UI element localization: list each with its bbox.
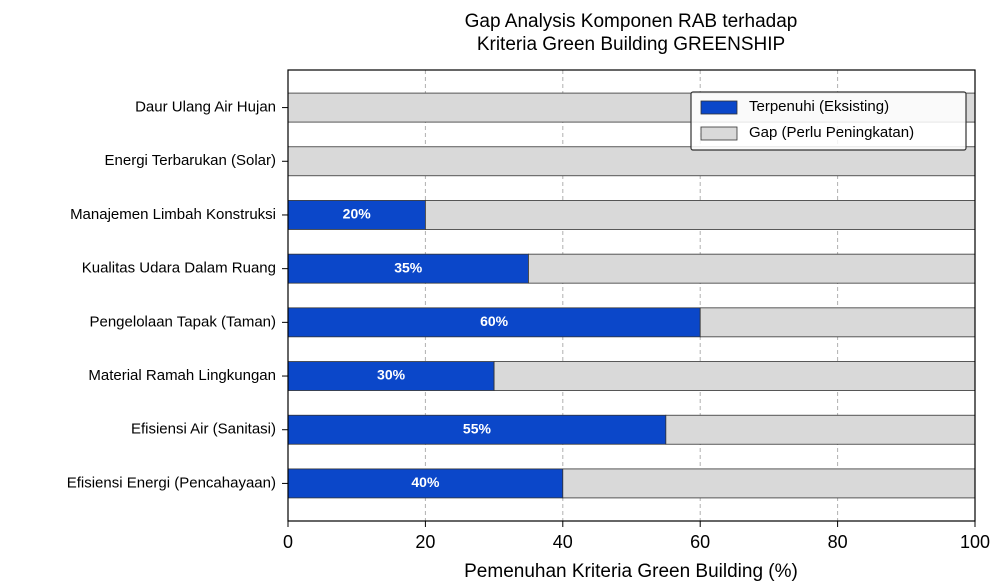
data-label: 35% (394, 259, 423, 275)
x-tick-label: 0 (283, 532, 293, 552)
x-tick-label: 20 (415, 532, 435, 552)
x-axis-label: Pemenuhan Kriteria Green Building (%) (464, 561, 798, 582)
bar (287, 146, 976, 177)
data-label: 20% (343, 206, 372, 222)
y-tick-label: Manajemen Limbah Konstruksi (70, 206, 276, 223)
data-label: 40% (411, 474, 440, 490)
legend: Terpenuhi (Eksisting) Gap (Perlu Peningka… (690, 91, 967, 151)
y-tick-label: Material Ramah Lingkungan (88, 367, 276, 384)
legend-box (690, 91, 967, 151)
y-tick-label: Pengelolaan Tapak (Taman) (89, 313, 276, 330)
bar (287, 307, 701, 338)
y-tick-label: Energi Terbarukan (Solar) (105, 152, 276, 169)
bar (424, 200, 976, 230)
chart-title: Kriteria Green Building GREENSHIP (477, 34, 785, 55)
y-tick-label: Daur Ulang Air Hujan (135, 99, 276, 116)
x-tick-label: 60 (690, 532, 710, 552)
legend-swatch (700, 100, 738, 115)
legend-label: Terpenuhi (Eksisting) (749, 98, 889, 115)
legend-swatch (700, 126, 738, 141)
chart-title: Gap Analysis Komponen RAB terhadap (465, 11, 798, 32)
bar (493, 361, 976, 391)
data-label: 55% (463, 420, 492, 436)
data-label: 30% (377, 367, 406, 383)
bar (665, 414, 976, 445)
y-tick-label: Kualitas Udara Dalam Ruang (82, 260, 276, 277)
bar (699, 307, 976, 338)
legend-label: Gap (Perlu Peningkatan) (749, 124, 914, 141)
data-label: 60% (480, 313, 509, 329)
bar (528, 253, 976, 284)
plot-frame (287, 69, 976, 522)
x-tick-label: 40 (553, 532, 573, 552)
y-tick-label: Efisiensi Air (Sanitasi) (131, 421, 276, 438)
x-tick-label: 80 (828, 532, 848, 552)
x-tick-label: 100 (960, 532, 990, 552)
y-tick-label: Efisiensi Energi (Pencahayaan) (67, 474, 276, 491)
bar (562, 468, 976, 499)
